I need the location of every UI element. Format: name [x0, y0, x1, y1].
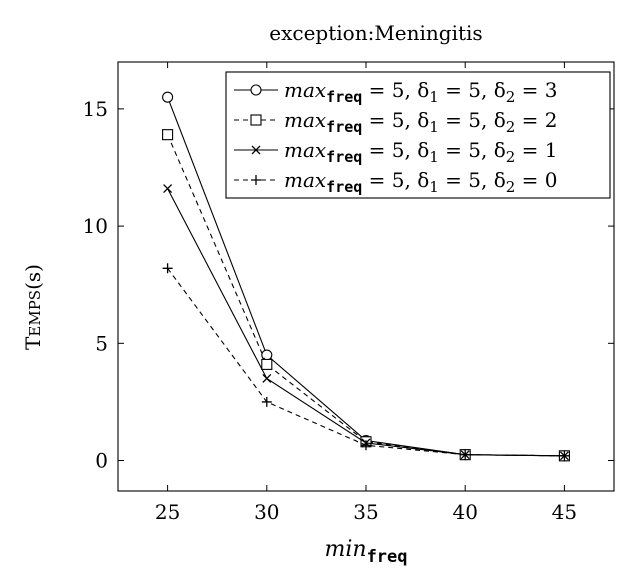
legend-entry: maxfreq = 5, δ1 = 5, δ2 = 1 — [234, 138, 558, 166]
series-line — [167, 188, 565, 457]
marker-circle — [250, 84, 262, 96]
x-axis-title: minfreq — [324, 537, 407, 567]
chart-title: exception:Meningitis — [269, 21, 482, 45]
legend-box — [225, 71, 611, 199]
series-x — [163, 184, 569, 461]
series-line — [167, 267, 565, 457]
legend-entry: maxfreq = 5, δ1 = 5, δ2 = 0 — [234, 168, 558, 196]
marker-plus — [162, 263, 173, 274]
x-tick-label: 25 — [155, 500, 180, 524]
x-tick-label: 40 — [452, 500, 477, 524]
y-tick-label: 0 — [95, 449, 108, 473]
marker-plus — [261, 396, 272, 407]
marker-plus — [251, 175, 261, 185]
marker-plus — [460, 449, 471, 460]
y-tick-label: 5 — [95, 331, 108, 355]
marker-square — [162, 129, 174, 141]
x-tick-label: 45 — [552, 500, 577, 524]
marker-circle — [261, 349, 273, 361]
marker-square — [261, 358, 273, 370]
marker-x — [262, 374, 272, 383]
marker-x — [251, 145, 261, 155]
marker-x — [163, 184, 173, 194]
data-series — [162, 91, 570, 462]
y-axis-title: TEMPS(s) — [21, 264, 45, 350]
marker-plus — [559, 450, 570, 461]
legend-entry: maxfreq = 5, δ1 = 5, δ2 = 2 — [234, 108, 558, 136]
x-tick-label: 30 — [254, 500, 279, 524]
y-tick-label: 15 — [83, 97, 108, 121]
x-tick-label: 35 — [353, 500, 378, 524]
marker-circle — [162, 91, 174, 103]
legend-label: maxfreq = 5, δ1 = 5, δ2 = 2 — [284, 108, 558, 136]
y-tick-label: 10 — [83, 214, 108, 238]
legend-entry: maxfreq = 5, δ1 = 5, δ2 = 3 — [234, 78, 558, 106]
series-line — [167, 134, 565, 457]
legend-label: maxfreq = 5, δ1 = 5, δ2 = 3 — [284, 78, 558, 106]
legend-label: maxfreq = 5, δ1 = 5, δ2 = 0 — [284, 168, 558, 196]
plot-area: 25 30 35 40 45 0 5 10 15 — [83, 61, 615, 524]
series-plus — [162, 263, 570, 461]
marker-plus — [361, 440, 371, 451]
marker-square — [250, 114, 262, 126]
x-axis-title-text: minfreq — [324, 537, 407, 567]
legend-label: maxfreq = 5, δ1 = 5, δ2 = 1 — [284, 138, 558, 166]
